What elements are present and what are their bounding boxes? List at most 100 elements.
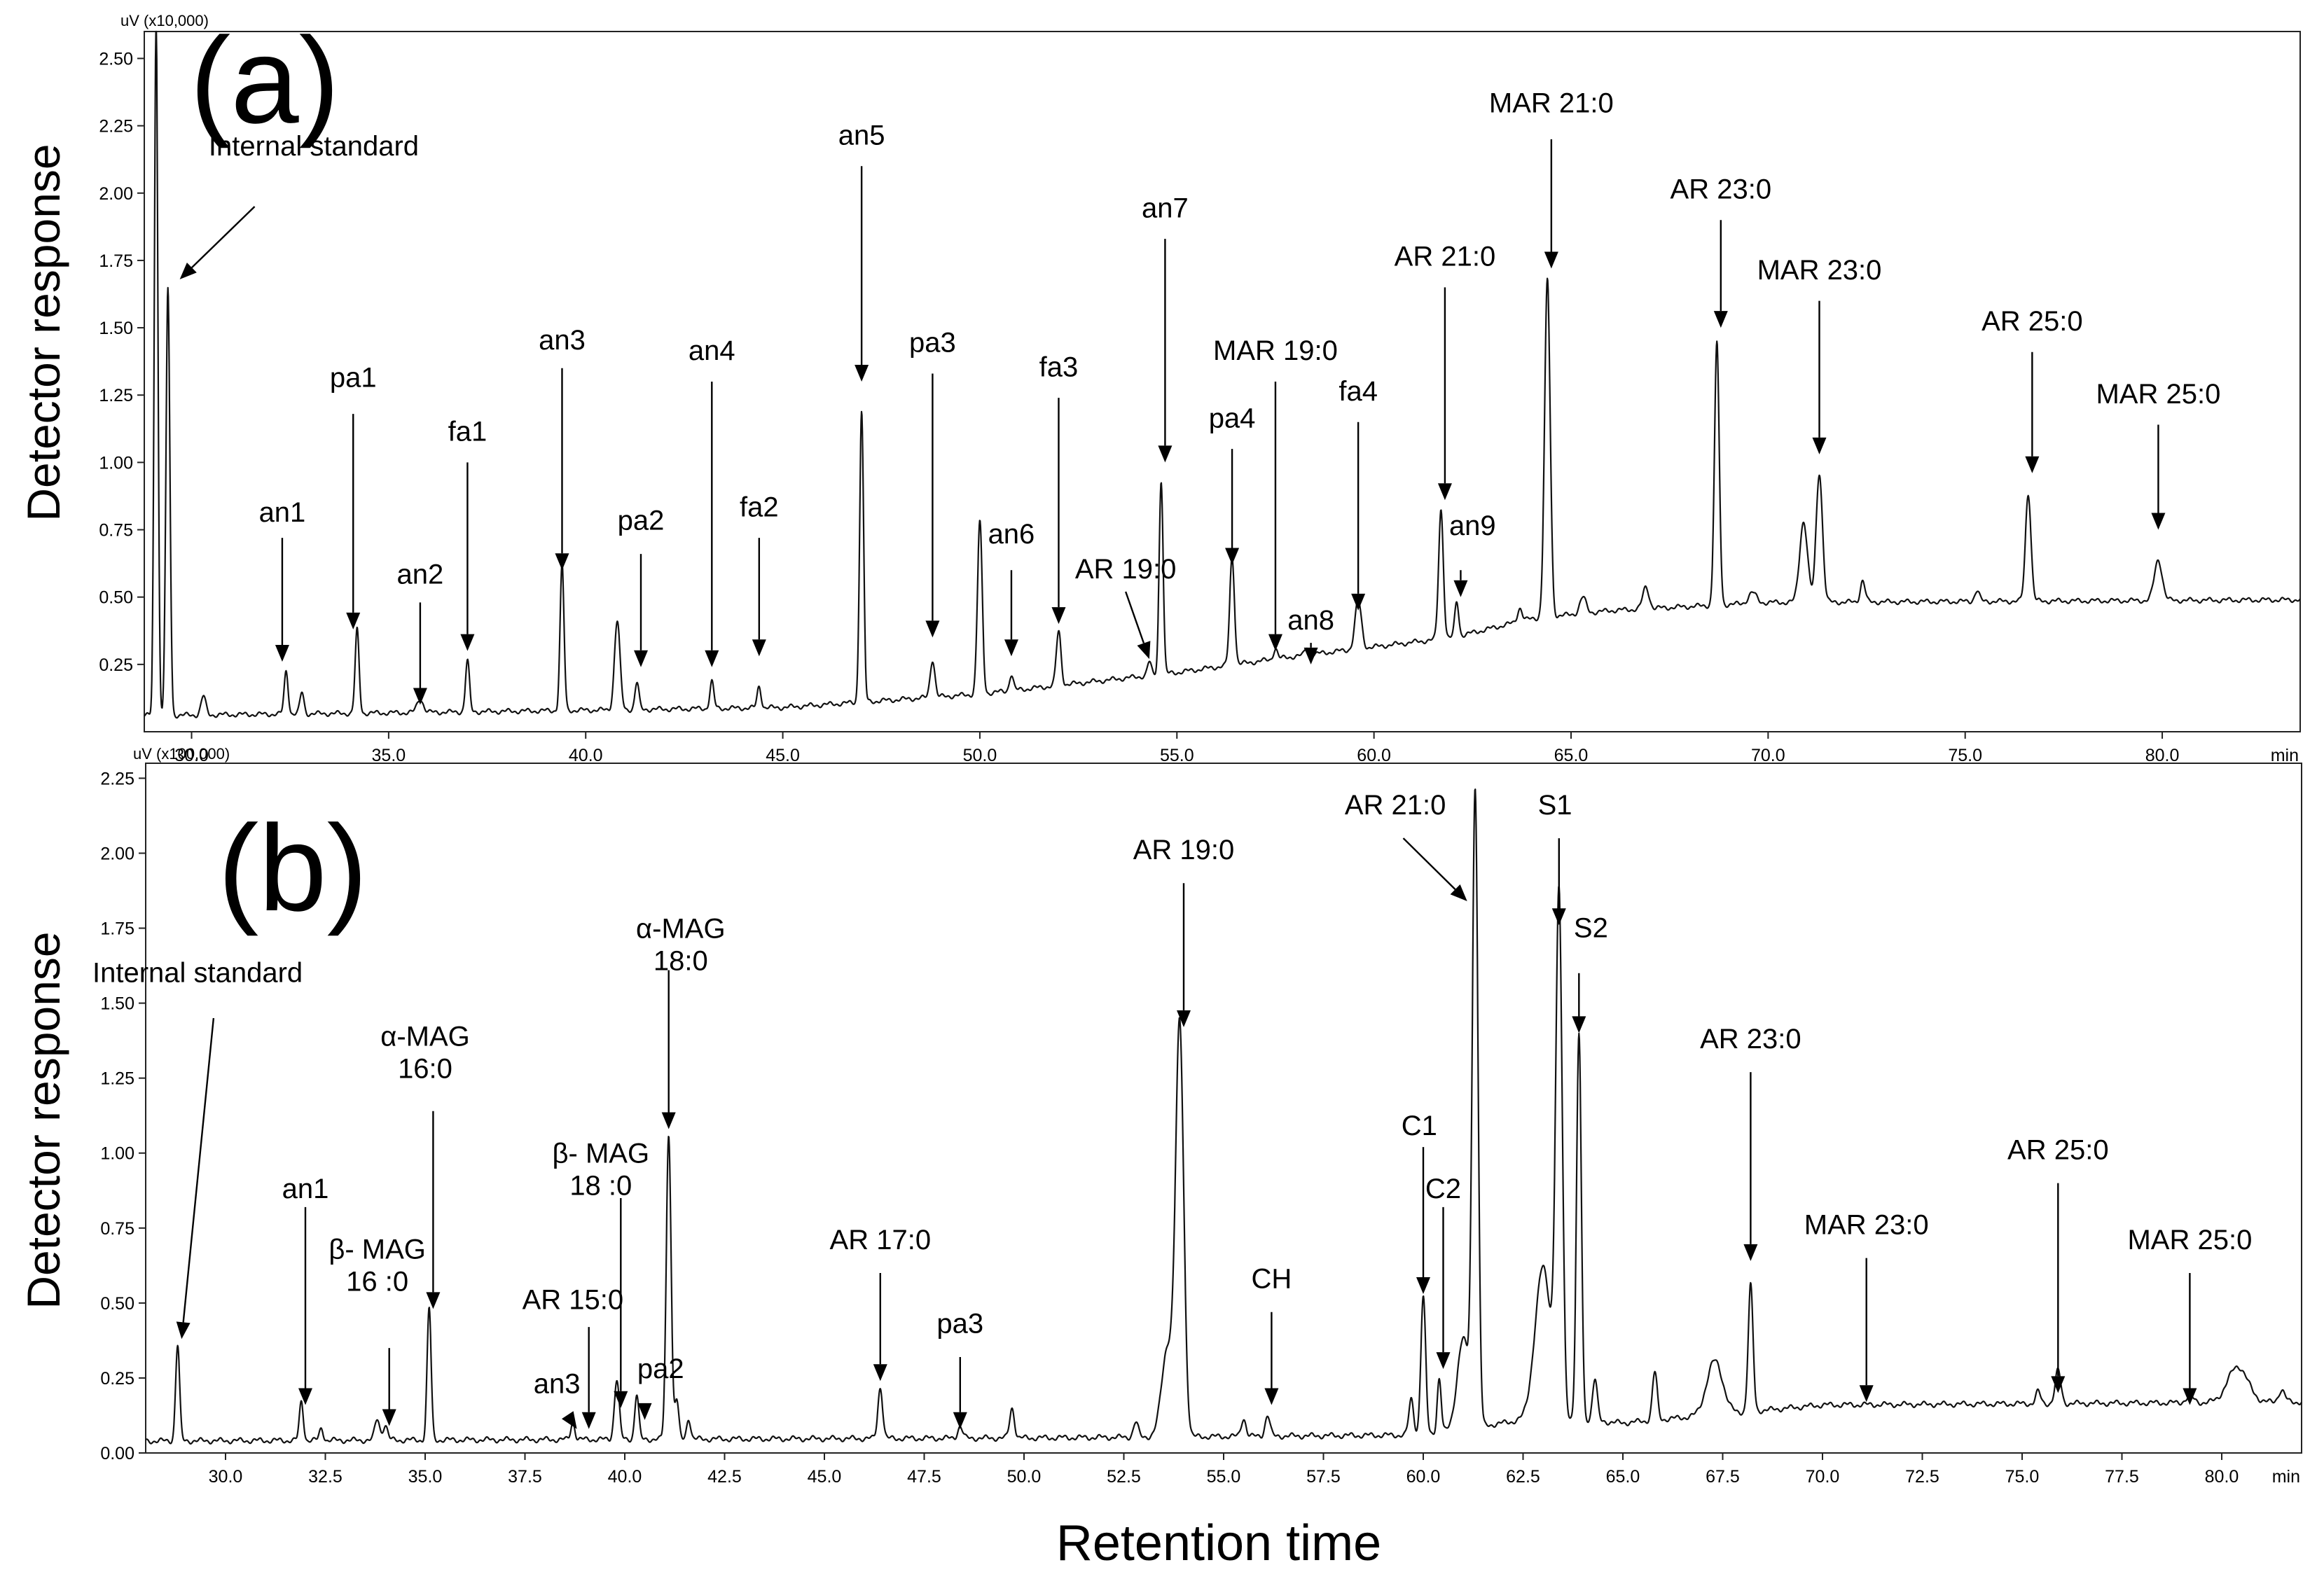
x-tick-label: 50.0 xyxy=(963,746,997,765)
annotation-label: α-MAG xyxy=(636,914,726,945)
chromatogram-trace xyxy=(144,30,2301,719)
annotation-arrowhead xyxy=(298,1388,312,1405)
x-tick-label: 60.0 xyxy=(1357,746,1391,765)
annotation-arrowhead xyxy=(614,1391,628,1408)
annotation-arrowhead xyxy=(705,650,719,667)
annotation-label: fa2 xyxy=(740,492,779,522)
peak-annotation: an3 xyxy=(534,1368,581,1429)
annotation-label: fa4 xyxy=(1339,376,1378,407)
annotation-arrowhead xyxy=(634,650,649,667)
annotation-label: an7 xyxy=(1142,193,1189,223)
annotation-label: 16:0 xyxy=(398,1054,452,1085)
peak-annotation: an4 xyxy=(689,335,735,667)
y-unit-label: uV (x10,000) xyxy=(120,12,209,29)
peak-annotation: MAR 19:0 xyxy=(1213,335,1338,651)
y-tick-label: 1.50 xyxy=(99,319,133,338)
peak-annotation: Internal standard xyxy=(92,958,303,1340)
annotation-arrowhead xyxy=(1004,639,1018,657)
annotation-arrowhead xyxy=(1225,548,1240,565)
annotation-arrowhead xyxy=(925,620,940,638)
annotation-arrowhead xyxy=(179,262,197,279)
annotation-arrowhead xyxy=(752,639,766,657)
annotation-arrow-line xyxy=(191,206,256,268)
peak-annotation: AR 19:0 xyxy=(1133,835,1234,1027)
annotation-label: an9 xyxy=(1449,510,1496,541)
annotation-label: MAR 19:0 xyxy=(1213,335,1338,366)
annotation-arrow-line xyxy=(1125,591,1145,644)
annotation-arrowhead xyxy=(581,1412,596,1429)
peak-annotation: pa2 xyxy=(618,506,664,667)
annotation-arrowhead xyxy=(2151,513,2166,530)
peak-annotation: an1 xyxy=(282,1174,328,1405)
annotation-label: S2 xyxy=(1574,912,1608,943)
y-tick-label: 1.00 xyxy=(100,1144,134,1164)
y-tick-label: 0.25 xyxy=(100,1369,134,1389)
y-axis-title: Detector response xyxy=(18,144,69,521)
annotation-arrowhead xyxy=(561,1411,577,1429)
chromatogram-trace xyxy=(145,788,2302,1445)
annotation-arrowhead xyxy=(1137,641,1151,660)
annotation-label: C1 xyxy=(1402,1111,1437,1141)
annotation-arrowhead xyxy=(1158,445,1173,463)
annotation-label: AR 23:0 xyxy=(1671,174,1772,204)
annotation-arrowhead xyxy=(953,1412,967,1429)
annotation-label: β- MAG xyxy=(328,1234,426,1265)
annotation-arrowhead xyxy=(1572,1016,1586,1034)
annotation-label: MAR 25:0 xyxy=(2096,379,2220,410)
peak-annotation: pa2 xyxy=(637,1354,684,1420)
x-tick-label: 35.0 xyxy=(372,746,406,765)
peak-annotation: C2 xyxy=(1425,1174,1461,1370)
peak-annotation: an2 xyxy=(397,559,443,705)
annotation-label: MAR 23:0 xyxy=(1757,255,1882,286)
x-tick-label: 32.5 xyxy=(308,1467,343,1487)
x-tick-label: 30.0 xyxy=(209,1467,243,1487)
annotation-arrowhead xyxy=(426,1292,441,1309)
annotation-label: an4 xyxy=(689,335,735,366)
x-tick-label: 72.5 xyxy=(1905,1467,1939,1487)
panel-label: (a) xyxy=(190,13,340,149)
peak-annotation: S1 xyxy=(1538,790,1572,926)
annotation-label: pa3 xyxy=(936,1309,983,1340)
annotation-arrowhead xyxy=(1303,647,1318,665)
peak-annotation: MAR 25:0 xyxy=(2096,379,2220,530)
peak-annotation: pa3 xyxy=(936,1309,983,1429)
peak-annotation: fa3 xyxy=(1039,352,1078,625)
annotation-label: AR 19:0 xyxy=(1075,554,1177,585)
annotation-label: S1 xyxy=(1538,790,1572,821)
x-tick-label: 70.0 xyxy=(1751,746,1785,765)
x-tick-label: 70.0 xyxy=(1806,1467,1840,1487)
plot-frame xyxy=(145,763,2302,1454)
annotation-label: C2 xyxy=(1425,1174,1461,1204)
peak-annotation: AR 23:0 xyxy=(1671,174,1772,328)
y-tick-label: 0.00 xyxy=(100,1444,134,1463)
y-tick-label: 1.75 xyxy=(99,251,133,271)
annotation-label: AR 21:0 xyxy=(1395,242,1496,272)
annotation-arrow-line xyxy=(182,1017,215,1323)
x-tick-label: 77.5 xyxy=(2105,1467,2139,1487)
peak-annotation: MAR 23:0 xyxy=(1757,255,1882,454)
annotation-arrowhead xyxy=(1051,607,1066,625)
peak-annotation: AR 23:0 xyxy=(1700,1024,1801,1261)
y-tick-label: 0.50 xyxy=(100,1294,134,1314)
annotation-label: an3 xyxy=(534,1368,581,1399)
annotation-arrowhead xyxy=(275,645,289,662)
annotation-arrowhead xyxy=(637,1403,652,1420)
x-tick-label: 80.0 xyxy=(2205,1467,2239,1487)
peak-annotation: pa4 xyxy=(1209,403,1255,565)
annotation-arrowhead xyxy=(873,1364,887,1382)
annotation-label: Internal standard xyxy=(209,131,419,162)
x-tick-label: 35.0 xyxy=(408,1467,443,1487)
annotation-arrowhead xyxy=(346,612,361,630)
x-tick-label: 80.0 xyxy=(2145,746,2180,765)
annotation-label: α-MAG xyxy=(380,1022,470,1052)
x-tick-label: 30.0 xyxy=(174,746,209,765)
peak-annotation: AR 19:0 xyxy=(1075,554,1177,660)
annotation-arrowhead xyxy=(1264,1388,1279,1405)
annotation-arrowhead xyxy=(1544,251,1558,269)
annotation-arrowhead xyxy=(1812,437,1827,454)
peak-annotation: AR 15:0 xyxy=(523,1284,623,1429)
peak-annotation: fa2 xyxy=(740,492,779,657)
